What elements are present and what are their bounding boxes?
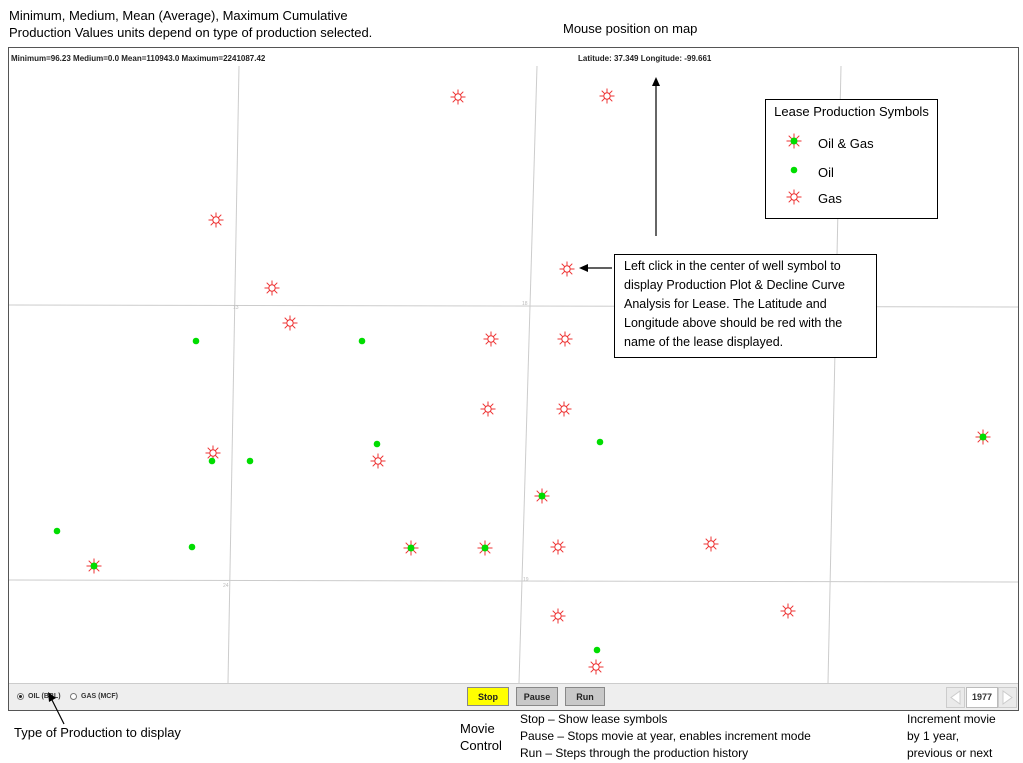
legend-oil-icon[interactable] — [790, 166, 798, 174]
well-gas-symbol[interactable] — [483, 331, 499, 347]
well-gas-symbol[interactable] — [557, 331, 573, 347]
well-gas-symbol[interactable] — [208, 212, 224, 228]
legend-title: Lease Production Symbols — [774, 104, 929, 119]
previous-year-button[interactable] — [946, 687, 965, 708]
section-line — [518, 66, 538, 683]
well-oil-symbol[interactable] — [208, 457, 216, 465]
well-gas-symbol[interactable] — [559, 261, 575, 277]
well-gas-symbol[interactable] — [780, 603, 796, 619]
well-gas-symbol[interactable] — [556, 401, 572, 417]
next-arrow-icon — [1002, 690, 1013, 705]
section-label: 18 — [522, 301, 528, 307]
well-gas-symbol[interactable] — [450, 89, 466, 105]
well-gas-symbol[interactable] — [370, 453, 386, 469]
section-label: 13 — [233, 305, 239, 311]
status-bar: Minimum=96.23 Medium=0.0 Mean=110943.0 M… — [9, 48, 1018, 66]
legend-symbols — [786, 133, 802, 205]
oil-radio-label: OIL (BBL) — [28, 693, 61, 700]
legend-label-oilgas: Oil & Gas — [818, 136, 874, 151]
well-gas-symbol[interactable] — [588, 659, 604, 675]
well-oil-symbol[interactable] — [373, 440, 381, 448]
increment-annotation: Increment movie by 1 year, previous or n… — [907, 712, 996, 760]
gas-radio[interactable]: GAS (MCF) — [70, 693, 118, 700]
production-stats-readout: Minimum=96.23 Medium=0.0 Mean=110943.0 M… — [11, 54, 266, 63]
well-oil-symbol[interactable] — [593, 646, 601, 654]
legend-label-oil: Oil — [818, 165, 834, 180]
lease-map[interactable]: 13 18 24 19 Lease Production Symbols Oil & … — [9, 66, 1018, 683]
control-bar: OIL (BBL) GAS (MCF) Stop Pause Run 1977 — [9, 683, 1018, 710]
well-gas-symbol[interactable] — [599, 88, 615, 104]
well-oilgas-symbol[interactable] — [477, 540, 493, 556]
well-oilgas-symbol[interactable] — [403, 540, 419, 556]
stats-annotation: Minimum, Medium, Mean (Average), Maximum… — [9, 8, 373, 40]
well-oil-symbol[interactable] — [188, 543, 196, 551]
well-oilgas-symbol[interactable] — [975, 429, 991, 445]
well-gas-symbol[interactable] — [550, 539, 566, 555]
movie-buttons-annotation: Stop – Show lease symbols Pause – Stops … — [520, 712, 811, 760]
gas-radio-dot[interactable] — [70, 693, 77, 700]
map-application: Minimum=96.23 Medium=0.0 Mean=110943.0 M… — [8, 47, 1019, 711]
section-label: 24 — [223, 583, 229, 589]
well-oil-symbol[interactable] — [246, 457, 254, 465]
well-oilgas-symbol[interactable] — [86, 558, 102, 574]
well-gas-symbol[interactable] — [264, 280, 280, 296]
well-oil-symbol[interactable] — [53, 527, 61, 535]
lat-long-readout: Latitude: 37.349 Longitude: -99.661 — [578, 54, 712, 63]
well-oil-symbol[interactable] — [358, 337, 366, 345]
well-oil-symbol[interactable] — [596, 438, 604, 446]
oil-radio-dot[interactable] — [17, 693, 24, 700]
well-oil-symbol[interactable] — [192, 337, 200, 345]
well-gas-symbol[interactable] — [550, 608, 566, 624]
legend-gas-icon[interactable] — [786, 189, 802, 205]
legend: Lease Production Symbols Oil & Gas Oil G… — [765, 99, 938, 219]
click-instruction-callout: Left click in the center of well symbol … — [614, 254, 877, 358]
movie-control-annotation: Movie Control — [460, 721, 502, 753]
well-gas-symbol[interactable] — [703, 536, 719, 552]
next-year-button[interactable] — [998, 687, 1017, 708]
section-line — [9, 579, 1018, 583]
stop-button[interactable]: Stop — [467, 687, 509, 706]
well-oilgas-symbol[interactable] — [534, 488, 550, 504]
well-gas-symbol[interactable] — [282, 315, 298, 331]
map-canvas[interactable]: 13 18 24 19 — [9, 66, 1018, 683]
legend-oilgas-icon[interactable] — [786, 133, 802, 149]
oil-radio[interactable]: OIL (BBL) — [17, 693, 61, 700]
legend-label-gas: Gas — [818, 191, 842, 206]
section-line — [227, 66, 240, 683]
section-labels: 13 18 24 19 — [223, 301, 529, 589]
gas-radio-label: GAS (MCF) — [81, 693, 118, 700]
section-label: 19 — [523, 577, 529, 583]
pause-button[interactable]: Pause — [516, 687, 558, 706]
previous-arrow-icon — [950, 690, 961, 705]
mouse-position-annotation: Mouse position on map — [563, 21, 698, 36]
well-symbols[interactable] — [53, 88, 991, 675]
year-display: 1977 — [966, 687, 998, 708]
run-button[interactable]: Run — [565, 687, 605, 706]
production-type-annotation: Type of Production to display — [14, 725, 181, 740]
well-gas-symbol[interactable] — [480, 401, 496, 417]
